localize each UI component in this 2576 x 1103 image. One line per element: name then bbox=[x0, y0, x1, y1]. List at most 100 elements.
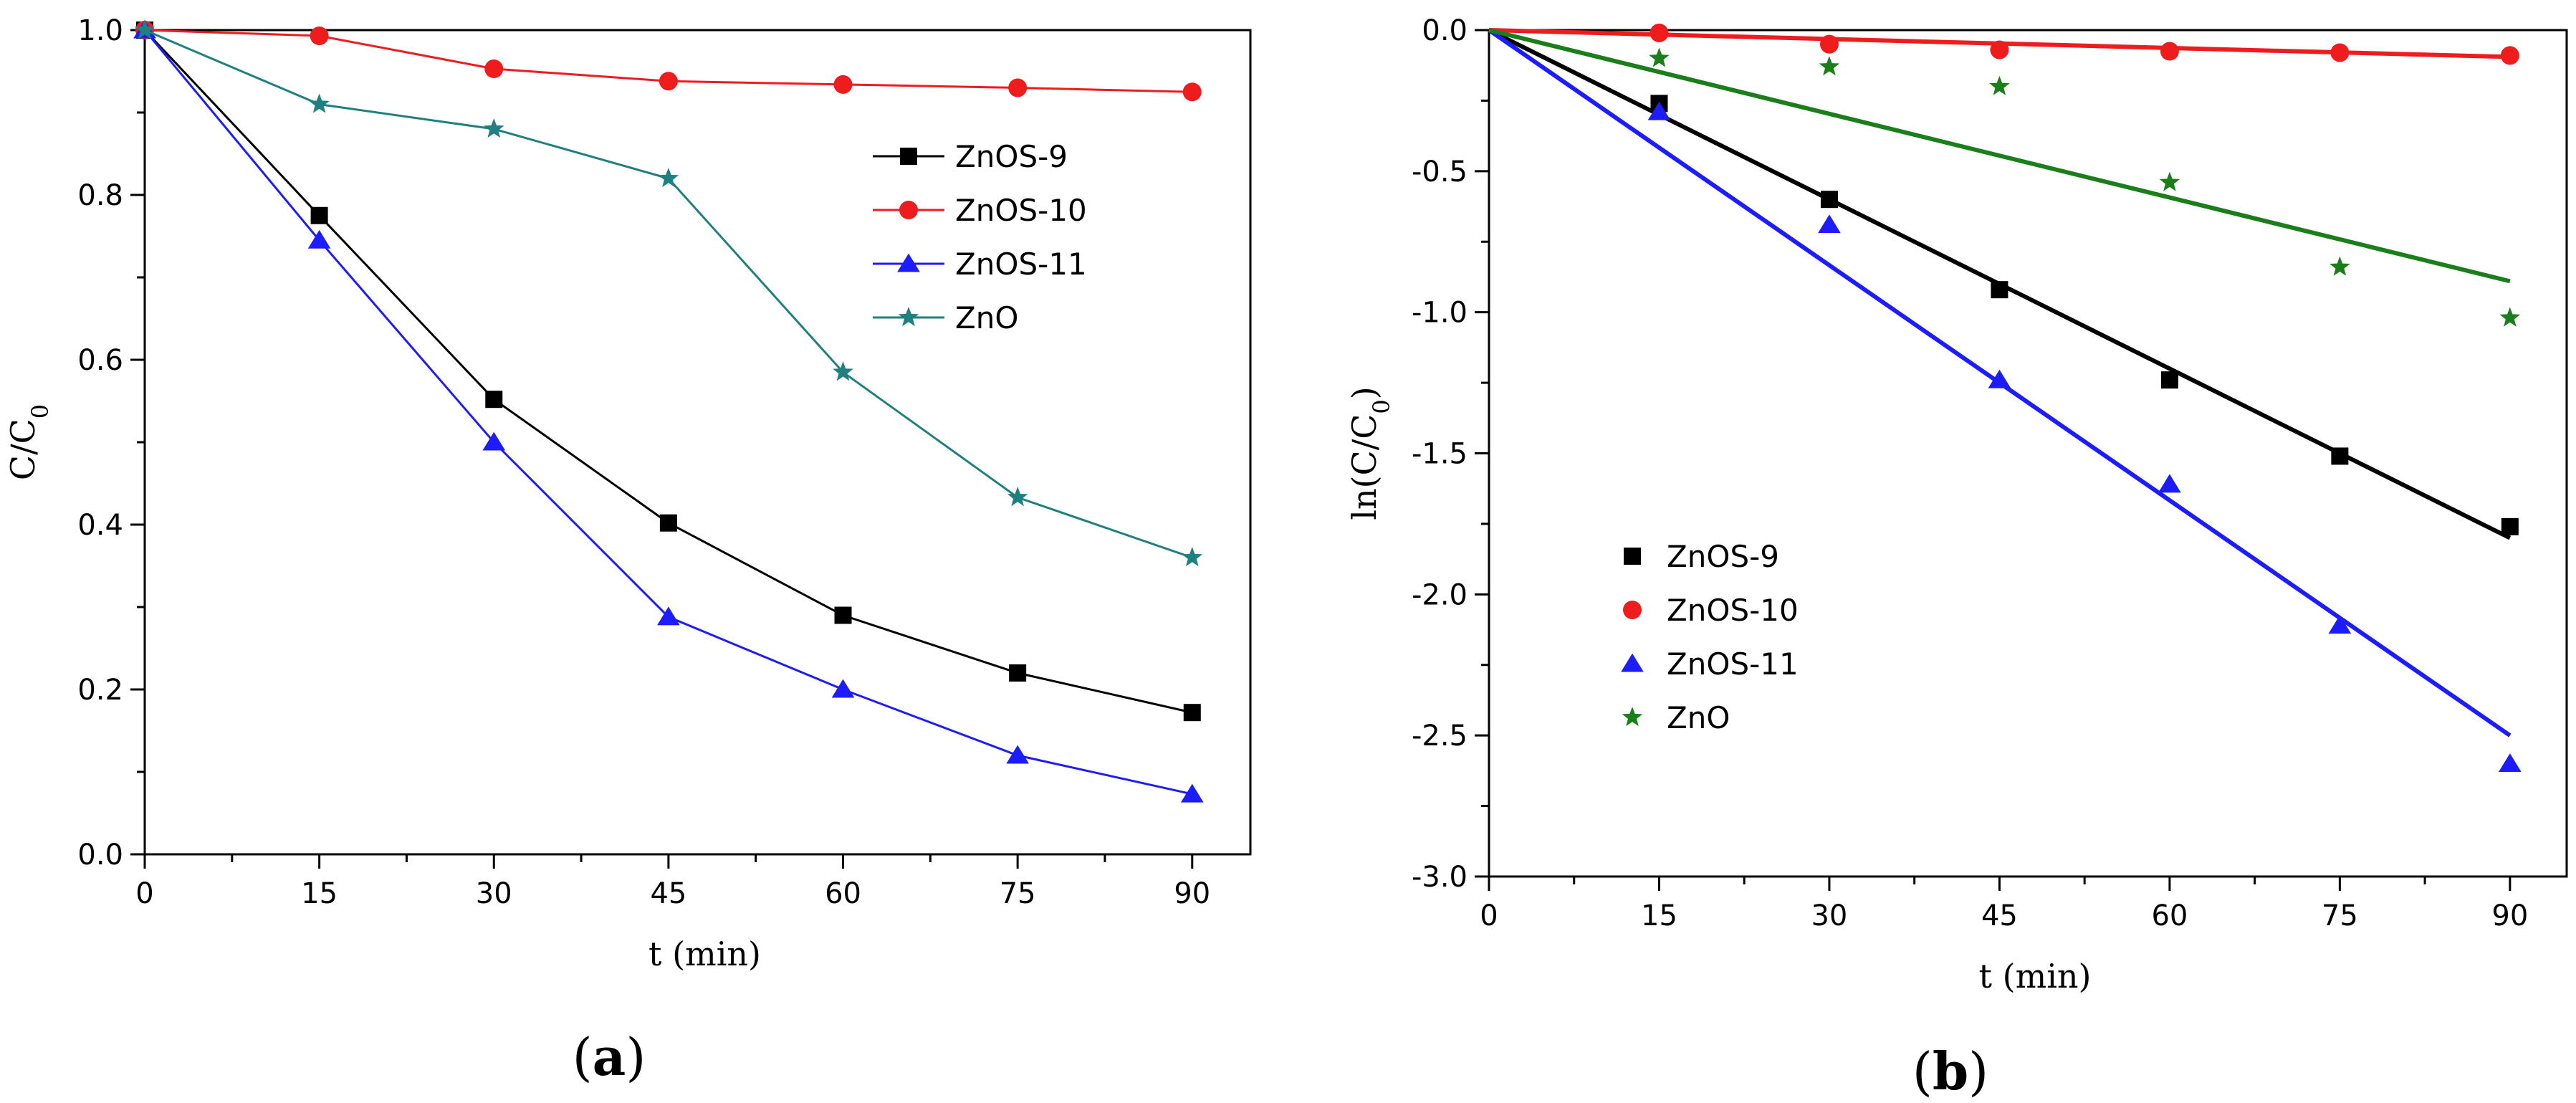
panel-a-y-tick-label: 0.6 bbox=[77, 344, 123, 377]
panel-b-series-znos-10-point bbox=[1819, 34, 1839, 54]
panel-a-series-znos-11-point bbox=[1006, 745, 1029, 764]
panel-a-series-znos-11-point bbox=[657, 606, 680, 626]
panel-b-series-znos-10-point bbox=[2160, 42, 2179, 61]
panel-a-panel-label-part: a bbox=[593, 1026, 626, 1087]
panel-a-series-zno-point bbox=[658, 168, 679, 188]
panel-b-panel-label-part: b bbox=[1933, 1041, 1968, 1102]
panel-a-series-znos-10-point bbox=[1008, 78, 1028, 97]
panel-b-series-znos-11-point bbox=[2328, 615, 2352, 634]
panel-b-series-zno-point bbox=[2499, 307, 2521, 327]
panel-a-y-axis-title-subscript: 0 bbox=[27, 404, 54, 419]
panel-b-chart: 0 15 30 45 60 75 90 -3.0 -2.5 -2.0 -1.5 -1.0 -0.5 0.0… bbox=[1345, 14, 2568, 1102]
panel-a-legend-znos-9-swatch-marker bbox=[900, 148, 917, 165]
panel-b-series-znos-11-point bbox=[1988, 369, 2011, 388]
panel-b-series-znos-10-point bbox=[1649, 23, 1669, 42]
panel-a-x-tick-label: 30 bbox=[476, 877, 512, 910]
panel-a-x-tick-label: 15 bbox=[301, 877, 337, 910]
panel-a-series-znos-9-point bbox=[310, 206, 328, 224]
panel-a-legend-zno-label: ZnO bbox=[955, 300, 1018, 335]
panel-a-y-tick-label: 0.4 bbox=[77, 509, 123, 542]
panel-a-series-znos-10-point bbox=[833, 75, 853, 94]
panel-a-y-tick-label: 0.0 bbox=[77, 839, 123, 872]
panel-b-series-znos-10-point bbox=[2500, 46, 2519, 65]
panel-b-y-tick-label: -3.0 bbox=[1412, 861, 1467, 894]
panel-b-series-znos-9-point bbox=[2331, 447, 2349, 465]
panel-b-x-tick-label: 30 bbox=[1811, 899, 1847, 932]
panel-b-series-zno-point bbox=[2330, 256, 2350, 276]
panel-b-series-zno-point bbox=[1989, 75, 2010, 95]
panel-b-series-zno-point bbox=[1649, 47, 1670, 67]
panel-a-series-znos-11-point bbox=[307, 229, 331, 249]
panel-b-panel-label-part: ) bbox=[1968, 1041, 1988, 1102]
panel-b-series-znos-9-point bbox=[1991, 281, 2008, 299]
panel-b-x-tick-label: 60 bbox=[2151, 899, 2188, 932]
panel-b-series-zno-point bbox=[2159, 171, 2180, 191]
panel-a-series-znos-9-point bbox=[485, 391, 503, 409]
panel-a-y-tick-label: 0.8 bbox=[77, 179, 123, 212]
panel-a-legend-znos-11-label: ZnOS-11 bbox=[955, 247, 1087, 282]
panel-b-plot-frame bbox=[1488, 29, 2568, 878]
panel-a-y-tick-label: 1.0 bbox=[77, 14, 123, 47]
panel-a-series-znos-9-point bbox=[834, 606, 852, 624]
panel-b-y-tick-label: -1.5 bbox=[1412, 438, 1467, 471]
panel-b-x-axis-title: t (min) bbox=[1979, 957, 2092, 995]
panel-b-x-tick-label: 90 bbox=[2491, 899, 2528, 932]
panel-a-series-znos-10-point bbox=[1182, 82, 1202, 102]
panel-b-y-tick-label: -0.5 bbox=[1412, 156, 1467, 188]
panel-b-legend-znos-10-swatch-marker bbox=[1623, 601, 1642, 619]
panel-b-x-tick-label: 0 bbox=[1480, 899, 1498, 932]
panel-a-series-znos-10-point bbox=[659, 72, 678, 91]
panel-b-y-tick-label: -2.5 bbox=[1412, 720, 1467, 753]
panel-a-series-zno-point bbox=[1007, 487, 1028, 507]
panel-a-series-znos-11-point bbox=[482, 431, 506, 451]
panel-b-x-tick-label: 15 bbox=[1641, 899, 1677, 932]
panel-a-x-tick-label: 75 bbox=[1000, 877, 1036, 910]
panel-a-x-axis-title: t (min) bbox=[648, 935, 761, 973]
panel-b-series-znos-10-point bbox=[1990, 40, 2009, 59]
panel-b-series-znos-11-point bbox=[1818, 214, 1841, 234]
panel-a-series-zno-line bbox=[144, 29, 1193, 559]
panel-a-legend-zno-swatch-marker bbox=[898, 307, 919, 327]
panel-a-legend-znos-10-label: ZnOS-10 bbox=[955, 193, 1087, 228]
panel-b-legend-zno-label: ZnO bbox=[1667, 700, 1730, 735]
panel-a-x-tick-label: 0 bbox=[135, 877, 153, 910]
panel-b-x-tick-label: 75 bbox=[2322, 899, 2358, 932]
panel-a-chart: 0 15 30 45 60 75 90 0.0 0.2 0.4 0.6 0.8 1.0 t (min) C/… bbox=[4, 14, 1252, 1087]
panel-b-series-znos-10-point bbox=[2330, 43, 2350, 62]
panel-a-x-tick-label: 90 bbox=[1174, 877, 1210, 910]
panel-b-legend-znos-9-label: ZnOS-9 bbox=[1667, 539, 1779, 574]
panel-a-series-zno-point bbox=[134, 19, 155, 39]
panel-a-series-znos-9-point bbox=[1009, 664, 1027, 682]
panel-b-y-axis-title-tail: ) bbox=[1345, 386, 1384, 399]
panel-b-series-zno-point bbox=[1819, 56, 1840, 76]
panel-b-series-znos-9-point bbox=[1820, 191, 1838, 209]
panel-a-panel-label-part: ) bbox=[626, 1027, 646, 1087]
panel-a-panel-label: (a) bbox=[573, 1026, 646, 1087]
panel-a-series-znos-9-point bbox=[659, 514, 677, 532]
panel-b-y-axis-title-main: ln(C/C bbox=[1345, 414, 1384, 520]
panel-a-x-tick-label: 45 bbox=[650, 877, 686, 910]
panel-a-series-znos-10-point bbox=[484, 59, 504, 79]
panel-b-legend-znos-11-label: ZnOS-11 bbox=[1667, 646, 1799, 682]
panel-b-panel-label: (b) bbox=[1912, 1041, 1989, 1102]
panel-a-y-axis-title-main: C/C bbox=[4, 419, 42, 480]
panel-b-series-znos-11-point bbox=[2158, 474, 2181, 493]
panel-b-y-axis-title-subscript: 0 bbox=[1368, 399, 1395, 414]
panel-b-series-znos-11-point bbox=[2499, 753, 2522, 773]
panel-a-legend-znos-10-swatch-marker bbox=[899, 201, 918, 219]
panel-b-y-axis-title: ln(C/C0) bbox=[1345, 386, 1395, 520]
panel-a-legend-znos-11-swatch-marker bbox=[897, 253, 920, 272]
panel-a-series-znos-9-point bbox=[1183, 704, 1201, 722]
panel-b-y-tick-label: 0.0 bbox=[1422, 14, 1467, 47]
panel-b-series-znos-9-point bbox=[2160, 371, 2178, 389]
panel-a-series-zno-point bbox=[1182, 547, 1203, 567]
panel-a-series-zno-point bbox=[484, 118, 504, 138]
panel-b-panel-label-part: ( bbox=[1912, 1041, 1933, 1102]
panel-b-series-zno-fit-line bbox=[1488, 28, 2511, 284]
panel-b-legend-znos-9-swatch-marker bbox=[1624, 548, 1641, 565]
panel-a-series-zno-point bbox=[309, 93, 330, 113]
panel-a-y-axis-title: C/C0 bbox=[4, 404, 54, 480]
panel-a-series-zno-point bbox=[833, 361, 853, 381]
panel-b-series-znos-11-point bbox=[1647, 101, 1671, 120]
